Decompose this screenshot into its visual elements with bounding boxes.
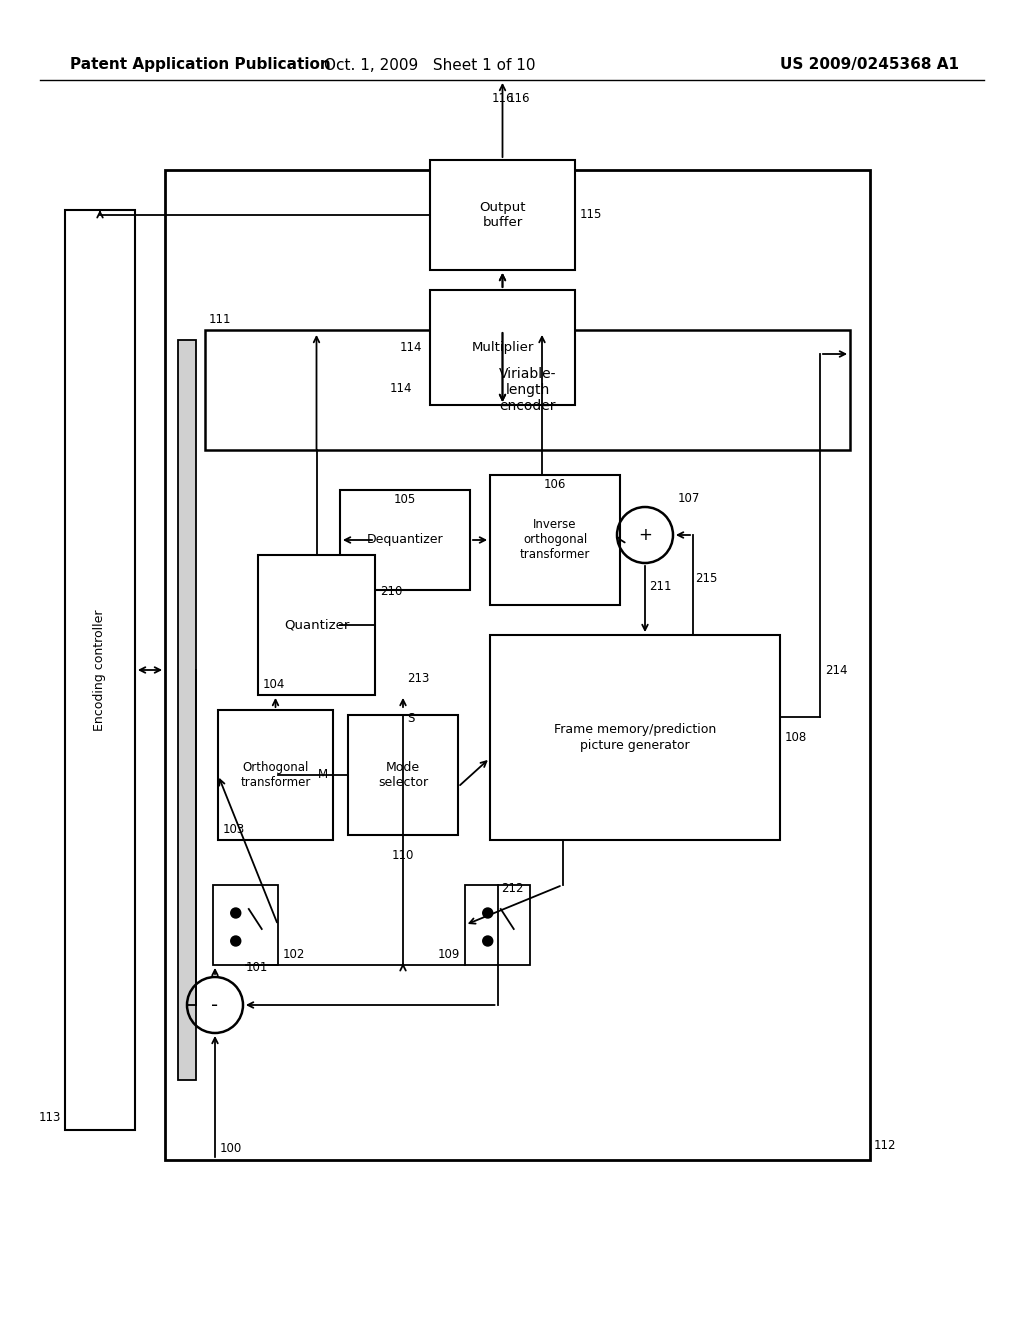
Circle shape: [230, 936, 241, 946]
Text: 105: 105: [394, 492, 416, 506]
Text: S: S: [407, 711, 415, 725]
Text: +: +: [638, 525, 652, 544]
Text: -: -: [211, 995, 218, 1015]
Text: 215: 215: [695, 572, 718, 585]
Text: 116: 116: [508, 92, 530, 106]
Text: 213: 213: [407, 672, 429, 685]
Text: Output
buffer: Output buffer: [479, 201, 525, 228]
Text: 106: 106: [544, 478, 566, 491]
Text: 111: 111: [209, 313, 231, 326]
Text: 212: 212: [502, 882, 524, 895]
Bar: [430, 160, 575, 271]
Bar: [178, 341, 196, 1080]
Text: F I G . 1: F I G . 1: [700, 296, 819, 325]
Bar: [490, 475, 620, 605]
Text: Frame memory/prediction
picture generator: Frame memory/prediction picture generato…: [554, 723, 716, 751]
Bar: [65, 210, 135, 1130]
Text: B: B: [484, 936, 492, 946]
Text: Dequantizer: Dequantizer: [367, 533, 443, 546]
Text: 104: 104: [263, 678, 286, 690]
Text: Oct. 1, 2009   Sheet 1 of 10: Oct. 1, 2009 Sheet 1 of 10: [325, 58, 536, 73]
Text: 210: 210: [380, 585, 402, 598]
Text: 110: 110: [392, 849, 414, 862]
Bar: [465, 884, 530, 965]
Text: Inverse
orthogonal
transformer: Inverse orthogonal transformer: [520, 519, 590, 561]
Bar: [213, 884, 278, 965]
Text: 103: 103: [223, 822, 246, 836]
Text: B: B: [232, 936, 240, 946]
Text: Mode
selector: Mode selector: [378, 762, 428, 789]
Text: 114: 114: [400, 341, 423, 354]
Text: 109: 109: [437, 948, 460, 961]
Text: 107: 107: [678, 492, 700, 506]
Text: A: A: [232, 908, 240, 917]
Text: Patent Application Publication: Patent Application Publication: [70, 58, 331, 73]
Text: 100: 100: [220, 1142, 243, 1155]
Text: Quantizer: Quantizer: [284, 619, 349, 631]
Text: 108: 108: [785, 731, 807, 744]
Bar: [430, 290, 575, 405]
Text: 115: 115: [580, 209, 602, 222]
Bar: [490, 635, 780, 840]
Circle shape: [230, 908, 241, 917]
Circle shape: [482, 936, 493, 946]
Bar: [218, 710, 333, 840]
Text: Encoding controller: Encoding controller: [93, 610, 106, 731]
Text: 113: 113: [39, 1111, 61, 1125]
Bar: [348, 715, 458, 836]
Text: 214: 214: [825, 664, 848, 677]
Bar: [205, 330, 850, 450]
Circle shape: [482, 908, 493, 917]
Text: 116: 116: [492, 92, 514, 106]
Text: 114: 114: [390, 381, 413, 395]
Text: Viriable-
length
encoder: Viriable- length encoder: [499, 367, 556, 413]
Text: 211: 211: [649, 579, 672, 593]
Text: M: M: [318, 768, 328, 781]
Bar: [165, 170, 870, 1160]
Text: US 2009/0245368 A1: US 2009/0245368 A1: [780, 58, 959, 73]
Bar: [258, 554, 375, 696]
Text: 112: 112: [874, 1139, 896, 1152]
Text: 102: 102: [283, 948, 305, 961]
Text: Multiplier: Multiplier: [471, 341, 534, 354]
Text: 101: 101: [246, 961, 268, 974]
Bar: [340, 490, 470, 590]
Text: A: A: [484, 908, 492, 917]
Text: Orthogonal
transformer: Orthogonal transformer: [241, 762, 310, 789]
